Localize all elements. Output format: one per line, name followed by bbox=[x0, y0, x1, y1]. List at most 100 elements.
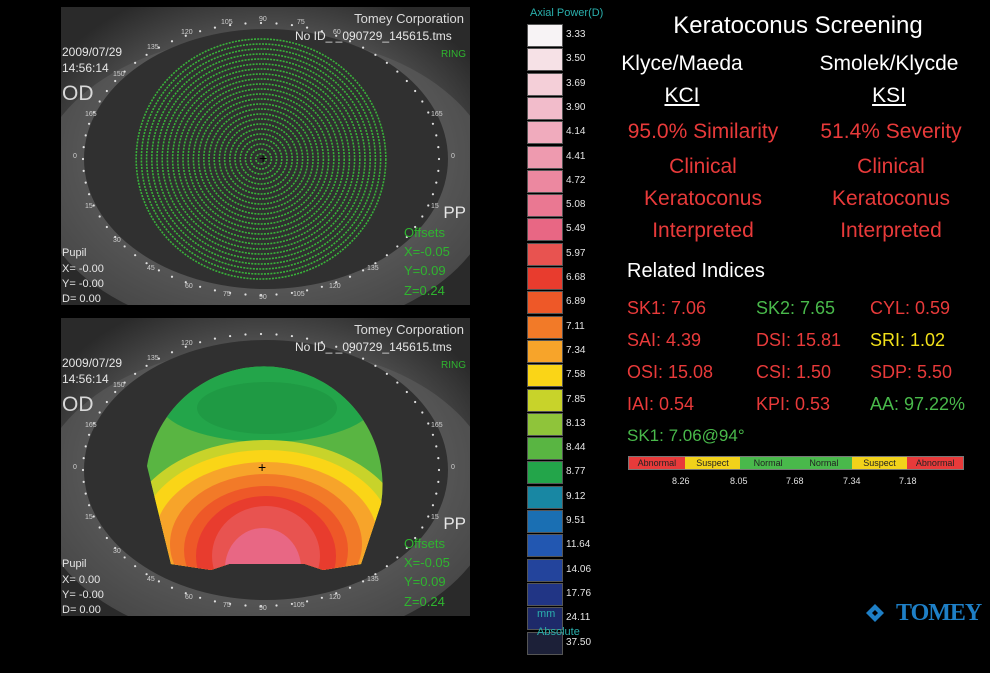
scale-swatch bbox=[527, 267, 563, 290]
scale-value: 9.51 bbox=[566, 515, 586, 526]
degree-label: 135 bbox=[147, 44, 159, 51]
offset-y: Y=0.09 bbox=[404, 263, 446, 278]
eye-side-label: OD bbox=[62, 82, 94, 105]
company-label: Tomey Corporation bbox=[354, 322, 464, 337]
scale-swatch bbox=[527, 582, 563, 606]
offset-z: Z=0.24 bbox=[404, 283, 445, 298]
scale-value: 5.08 bbox=[566, 199, 586, 211]
degree-label: 105 bbox=[293, 291, 305, 298]
kci-interpretation-line1: Clinical bbox=[669, 155, 737, 178]
degree-label: 15 bbox=[85, 203, 93, 210]
degree-label: 0 bbox=[451, 153, 455, 160]
ring-image-panel[interactable]: + Tomey Corporation 2009/07/29 14:56:14 … bbox=[61, 7, 470, 305]
bar-tick: 8.26 bbox=[672, 476, 690, 486]
screening-title: Keratoconus Screening bbox=[673, 12, 923, 39]
pupil-label: Pupil bbox=[62, 558, 87, 570]
scale-value: 7.11 bbox=[566, 320, 585, 332]
scale-swatch bbox=[527, 24, 563, 47]
file-name: No ID_ _090729_145615.tms bbox=[295, 340, 452, 354]
scale-mode: Absolute bbox=[537, 626, 580, 638]
degree-label: 90 bbox=[259, 294, 267, 301]
index-sdp: SDP: 5.50 bbox=[870, 362, 953, 382]
eye-photo-rings: + bbox=[61, 7, 470, 305]
scale-unit: mm bbox=[537, 608, 556, 620]
offset-y: Y=0.09 bbox=[404, 574, 446, 589]
scale-swatch bbox=[527, 485, 563, 509]
index-sk1: SK1: 7.06 bbox=[627, 298, 707, 318]
company-label: Tomey Corporation bbox=[354, 11, 464, 26]
scale-value: 5.49 bbox=[566, 223, 586, 235]
degree-label: 105 bbox=[293, 602, 305, 609]
scale-value: 3.33 bbox=[566, 29, 586, 40]
axial-map-panel[interactable]: + Tomey Corporation 2009/07/29 14:56:14 … bbox=[61, 318, 470, 616]
file-name: No ID_ _090729_145615.tms bbox=[295, 29, 452, 43]
bar-segment-suspect-high: Suspect bbox=[851, 457, 908, 469]
scale-value: 7.34 bbox=[566, 344, 586, 356]
index-iai: IAI: 0.54 bbox=[627, 394, 695, 414]
degree-label: 15 bbox=[431, 514, 439, 521]
scale-swatch bbox=[527, 339, 563, 363]
pupil-x: X= 0.00 bbox=[62, 574, 101, 586]
scale-value: 3.69 bbox=[566, 77, 586, 89]
degree-label: 120 bbox=[181, 29, 193, 36]
kci-interpretation-line2: Keratoconus bbox=[644, 187, 762, 210]
degree-label: 120 bbox=[329, 283, 341, 290]
bar-segment-abnormal-high: Abnormal bbox=[907, 457, 964, 469]
index-sri: SRI: 1.02 bbox=[870, 330, 946, 350]
scale-swatch bbox=[527, 242, 563, 266]
scale-swatch bbox=[527, 607, 563, 631]
axial-power-map: + bbox=[61, 318, 470, 616]
degree-label: 0 bbox=[451, 464, 455, 471]
degree-label: 90 bbox=[259, 605, 267, 612]
degree-label: 15 bbox=[431, 203, 439, 210]
degree-label: 135 bbox=[367, 576, 379, 583]
scale-value: 14.06 bbox=[566, 563, 592, 575]
index-kpi: KPI: 0.53 bbox=[756, 394, 831, 414]
index-sai: SAI: 4.39 bbox=[627, 330, 702, 350]
scale-value: 4.72 bbox=[566, 174, 586, 186]
ksi-interpretation-line3: Interpreted bbox=[840, 219, 942, 242]
degree-label: 0 bbox=[73, 153, 77, 160]
scale-swatch bbox=[527, 145, 563, 169]
exam-date: 2009/07/29 bbox=[62, 356, 123, 370]
degree-label: 150 bbox=[113, 382, 125, 389]
scale-swatch bbox=[527, 412, 563, 436]
degree-label: 150 bbox=[113, 71, 125, 78]
bar-tick: 7.18 bbox=[899, 476, 917, 486]
degree-label: 45 bbox=[147, 265, 155, 272]
offset-x: X=-0.05 bbox=[404, 244, 450, 259]
scale-swatch bbox=[527, 437, 563, 461]
bar-tick: 8.05 bbox=[730, 476, 748, 486]
index-sk2: SK2: 7.65 bbox=[756, 298, 836, 318]
scale-swatch bbox=[527, 510, 563, 533]
offset-z: Z=0.24 bbox=[404, 594, 445, 609]
degree-label: 165 bbox=[431, 111, 443, 118]
scale-value: 6.68 bbox=[566, 272, 586, 283]
scale-value: 5.97 bbox=[566, 247, 586, 259]
scale-value: 7.58 bbox=[566, 369, 586, 381]
degree-label: 75 bbox=[223, 602, 231, 609]
pp-label: PP bbox=[443, 203, 466, 222]
scale-value: 24.11 bbox=[566, 612, 591, 624]
index-cyl: CYL: 0.59 bbox=[870, 298, 951, 318]
scale-value: 6.89 bbox=[566, 296, 586, 308]
degree-label: 75 bbox=[223, 291, 231, 298]
ring-mode-label: RING bbox=[441, 49, 466, 60]
scale-swatch bbox=[527, 72, 563, 96]
degree-label: 60 bbox=[185, 594, 193, 601]
ksi-value: 51.4% Severity bbox=[820, 120, 962, 143]
pp-label: PP bbox=[443, 514, 466, 533]
pupil-d: D= 0.00 bbox=[62, 293, 101, 305]
classification-bar: Abnormal Suspect Normal Normal Suspect A… bbox=[628, 456, 964, 470]
scale-value: 37.50 bbox=[566, 636, 592, 648]
bar-tick: 7.68 bbox=[786, 476, 804, 486]
offset-x: X=-0.05 bbox=[404, 555, 450, 570]
placido-rings bbox=[135, 38, 387, 280]
kci-index-label: KCI bbox=[664, 84, 700, 107]
degree-label: 60 bbox=[185, 283, 193, 290]
degree-label: 30 bbox=[113, 237, 121, 244]
exam-date: 2009/07/29 bbox=[62, 45, 123, 59]
left-author: Klyce/Maeda bbox=[621, 52, 743, 75]
degree-label: 165 bbox=[85, 422, 97, 429]
degree-label: 45 bbox=[147, 576, 155, 583]
